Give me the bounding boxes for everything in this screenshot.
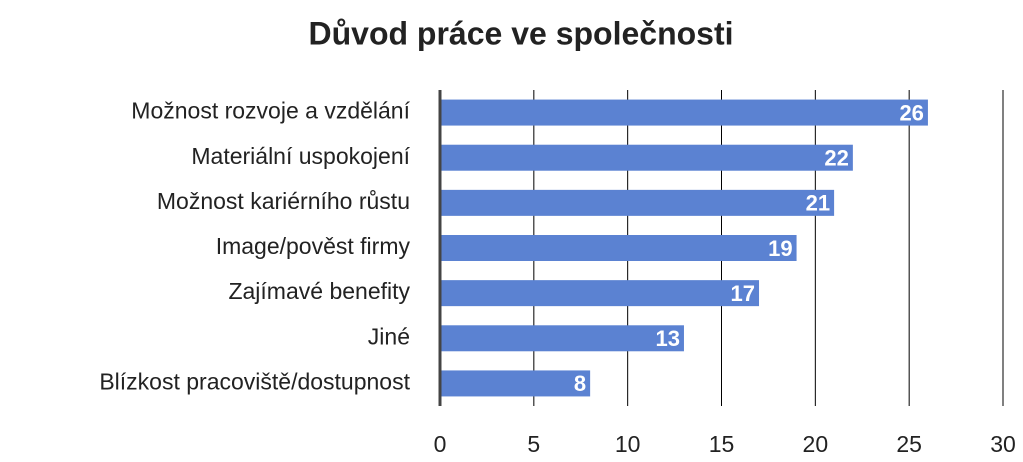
bar [440,280,760,307]
y-tick-label: Materiální uspokojení [191,143,410,169]
y-tick-label: Možnost kariérního růstu [157,188,410,214]
y-tick-label: Zajímavé benefity [228,278,410,304]
y-tick-label: Jiné [368,323,410,349]
bar [440,325,684,352]
x-tick-label: 15 [709,431,735,457]
data-label: 22 [824,146,848,171]
x-tick-label: 5 [527,431,540,457]
bar [440,189,835,216]
data-label: 17 [731,281,755,306]
data-label: 21 [806,191,830,216]
data-label: 19 [768,236,792,261]
bar [440,235,797,261]
bar [440,144,853,171]
x-tick-label: 25 [896,431,922,457]
x-tick-label: 20 [803,431,829,457]
data-label: 13 [655,326,679,351]
bar [440,370,591,397]
y-tick-label: Možnost rozvoje a vzdělání [131,98,410,124]
x-tick-label: 30 [990,431,1016,457]
data-label: 26 [899,100,923,125]
chart-title: Důvod práce ve společnosti [308,15,733,51]
y-tick-label: Image/pověst firmy [216,233,411,259]
y-tick-label: Blízkost pracoviště/dostupnost [99,369,410,395]
x-tick-label: 10 [615,431,641,457]
x-tick-label: 0 [434,431,447,457]
bar [440,99,928,126]
data-label: 8 [574,371,586,396]
